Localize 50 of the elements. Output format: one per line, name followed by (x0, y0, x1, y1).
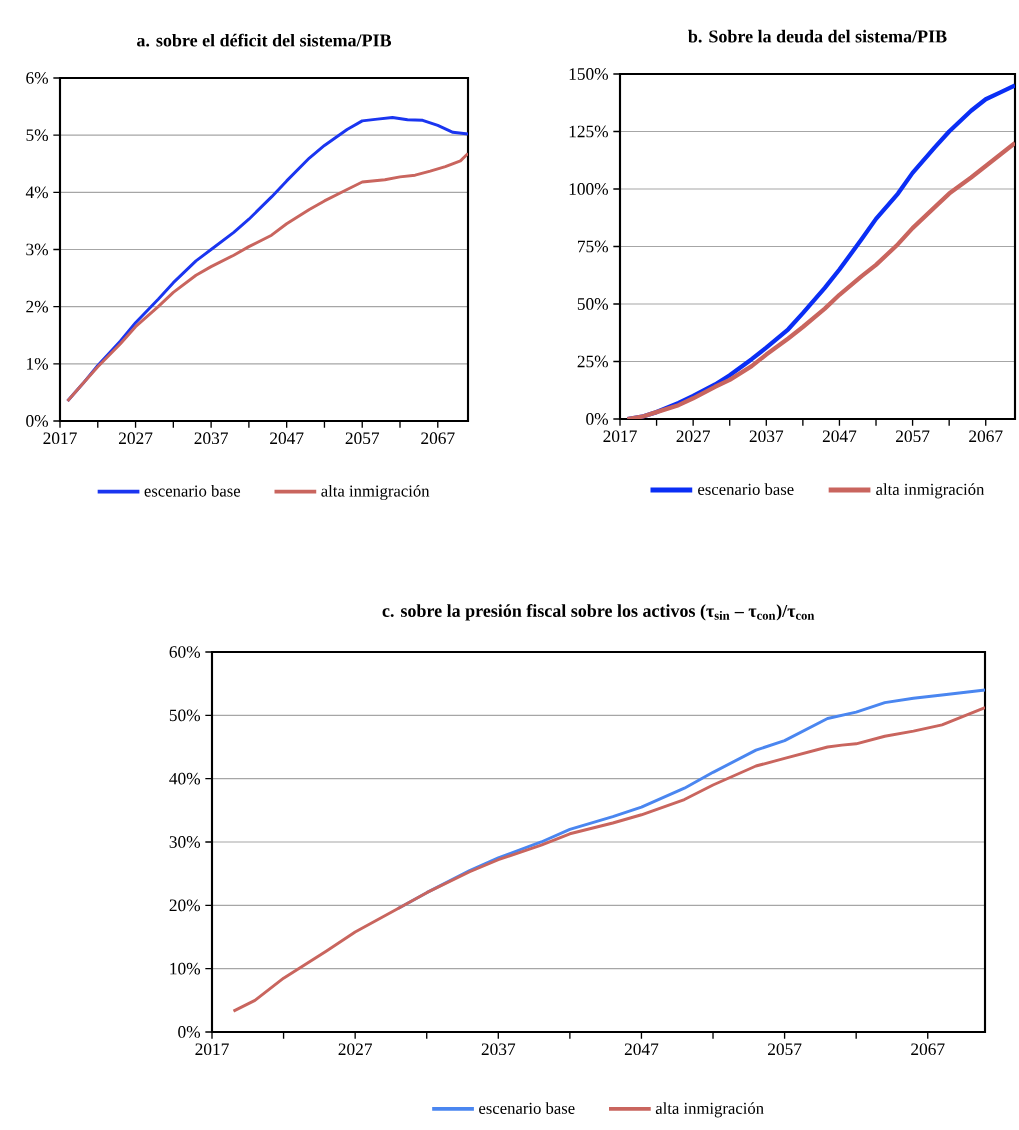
line-series (232, 706, 985, 1013)
y-tick-label: 75% (578, 240, 609, 253)
legend-label: escenario base (698, 483, 794, 495)
y-tick-label: 125% (569, 125, 609, 138)
x-tick-label: 2067 (421, 432, 455, 445)
x-tick-label: 2017 (603, 430, 637, 443)
x-tick-label: 2067 (969, 430, 1003, 443)
x-tick-label: 2057 (896, 430, 930, 443)
y-tick-label: 40% (169, 772, 201, 785)
chart-title: a. sobre el déficit del sistema/PIB (137, 33, 392, 47)
x-tick-label: 2017 (43, 432, 77, 445)
y-tick-label: 10% (170, 962, 201, 975)
y-tick-label: 30% (169, 836, 201, 848)
line-series (625, 140, 1015, 419)
x-tick-label: 2027 (118, 432, 153, 445)
x-tick-label: 2067 (911, 1043, 945, 1056)
x-tick-label: 2037 (481, 1043, 516, 1056)
legend-label: escenario base (144, 484, 241, 497)
y-tick-label: 25% (577, 355, 609, 368)
y-tick-label: 100% (569, 183, 609, 195)
x-tick-label: 2057 (768, 1043, 802, 1056)
y-tick-label: 4% (25, 186, 49, 199)
chart-title: b. Sobre la deuda del sistema/PIB (688, 29, 947, 43)
x-tick-label: 2017 (195, 1043, 229, 1056)
y-tick-label: 6% (26, 72, 49, 84)
y-tick-label: 0% (586, 413, 609, 425)
y-tick-label: 3% (26, 243, 49, 256)
y-tick-label: 5% (26, 129, 49, 142)
x-tick-label: 2047 (270, 432, 304, 445)
x-tick-label: 2047 (822, 430, 857, 443)
y-tick-label: 60% (169, 646, 201, 658)
x-tick-label: 2027 (338, 1043, 372, 1056)
x-tick-label: 2037 (194, 432, 228, 445)
chart-title: c. sobre la presión fiscal sobre los activos (τ$_{sin}$ – τ$_{con}$)/τ$_{con}$ (382, 604, 815, 621)
y-tick-label: 50% (169, 709, 201, 722)
x-tick-label: 2047 (624, 1043, 659, 1056)
x-tick-label: 2037 (749, 430, 784, 443)
legend-label: alta inmigración (655, 1102, 764, 1118)
legend-label: alta inmigración (321, 484, 430, 501)
y-tick-label: 150% (569, 68, 609, 80)
y-tick-label: 0% (178, 1026, 201, 1038)
y-tick-label: 50% (577, 298, 609, 310)
y-tick-label: 20% (169, 899, 201, 912)
legend-label: alta inmigración (876, 483, 985, 499)
x-tick-label: 2027 (676, 430, 710, 443)
legend-label: escenario base (479, 1102, 575, 1114)
x-tick-label: 2057 (345, 432, 380, 445)
y-tick-label: 2% (26, 300, 49, 313)
y-tick-label: 1% (27, 357, 49, 370)
y-tick-label: 0% (26, 415, 49, 427)
